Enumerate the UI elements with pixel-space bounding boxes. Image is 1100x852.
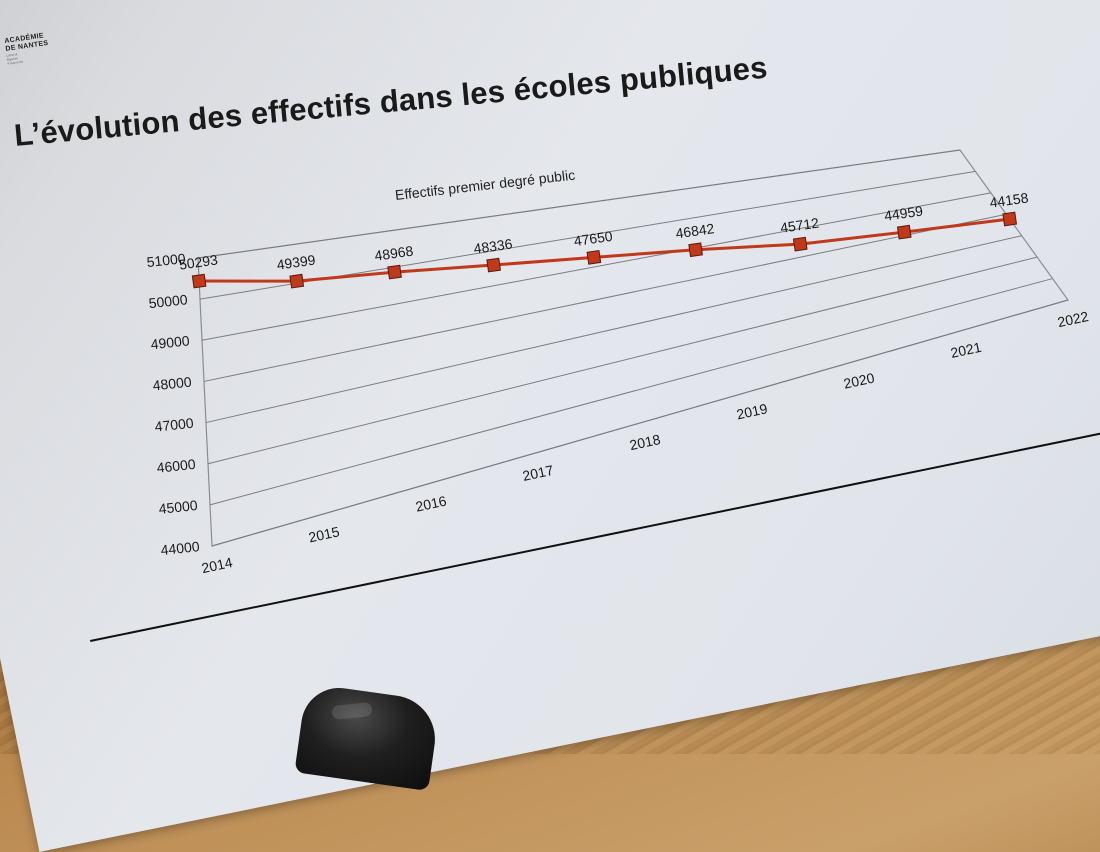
x-tick-label: 2015 [307,523,341,545]
data-labels: 50293 49399 48968 48336 47650 46842 45712 44959… [178,189,1030,272]
y-tick-label: 44000 [160,538,201,558]
gridline [209,278,1053,506]
data-point-marker [191,273,207,289]
data-point-marker [688,242,703,258]
x-tick-label: 2019 [735,400,769,422]
gridlines [197,149,1069,547]
data-point-marker [586,250,602,265]
gridline [201,192,991,341]
data-point-marker [1002,211,1018,227]
y-axis-ticks: 44000 45000 46000 47000 48000 49000 50000 51000 [146,250,201,558]
data-point-marker [896,224,912,240]
data-point-marker [289,273,305,289]
x-axis-ticks: 2014 2015 2016 2017 2018 2019 2020 2021 2022 [200,308,1090,576]
x-tick-label: 2017 [521,462,555,484]
y-tick-label: 50000 [148,291,189,311]
gridline [205,235,1022,424]
x-tick-label: 2020 [842,370,876,392]
x-tick-label: 2021 [949,339,983,361]
series-markers [191,211,1018,289]
x-tick-label: 2016 [414,493,448,515]
gridline [211,299,1069,547]
y-tick-label: 47000 [154,415,195,435]
data-label: 50293 [178,251,219,272]
data-label: 44959 [883,203,924,224]
data-label: 44158 [989,189,1030,210]
y-tick-label: 48000 [152,373,193,393]
data-label: 47650 [573,228,614,249]
data-label: 48968 [373,242,414,263]
gridline [197,149,961,259]
x-tick-label: 2014 [200,554,234,576]
data-label: 46842 [675,220,716,241]
y-tick-label: 49000 [150,332,191,352]
y-tick-label: 45000 [158,497,199,517]
x-tick-label: 2018 [628,431,662,453]
y-tick-label: 46000 [156,456,197,476]
data-label: 48336 [473,235,514,256]
plot-area-frame [197,149,1069,547]
data-point-marker [792,236,808,252]
data-label: 45712 [779,214,820,235]
data-label: 49399 [276,252,317,273]
data-point-marker [387,264,402,280]
line-chart: 44000 45000 46000 47000 48000 49000 50000 51000… [146,149,1090,576]
document-page: ACADÉMIE DE NANTES Liberté Égalité Frate… [4,32,1100,642]
gridline [203,213,1007,382]
x-tick-label: 2022 [1056,308,1090,330]
data-point-marker [486,257,502,273]
y-tick-label: 51000 [146,250,187,270]
gridline [207,256,1038,465]
